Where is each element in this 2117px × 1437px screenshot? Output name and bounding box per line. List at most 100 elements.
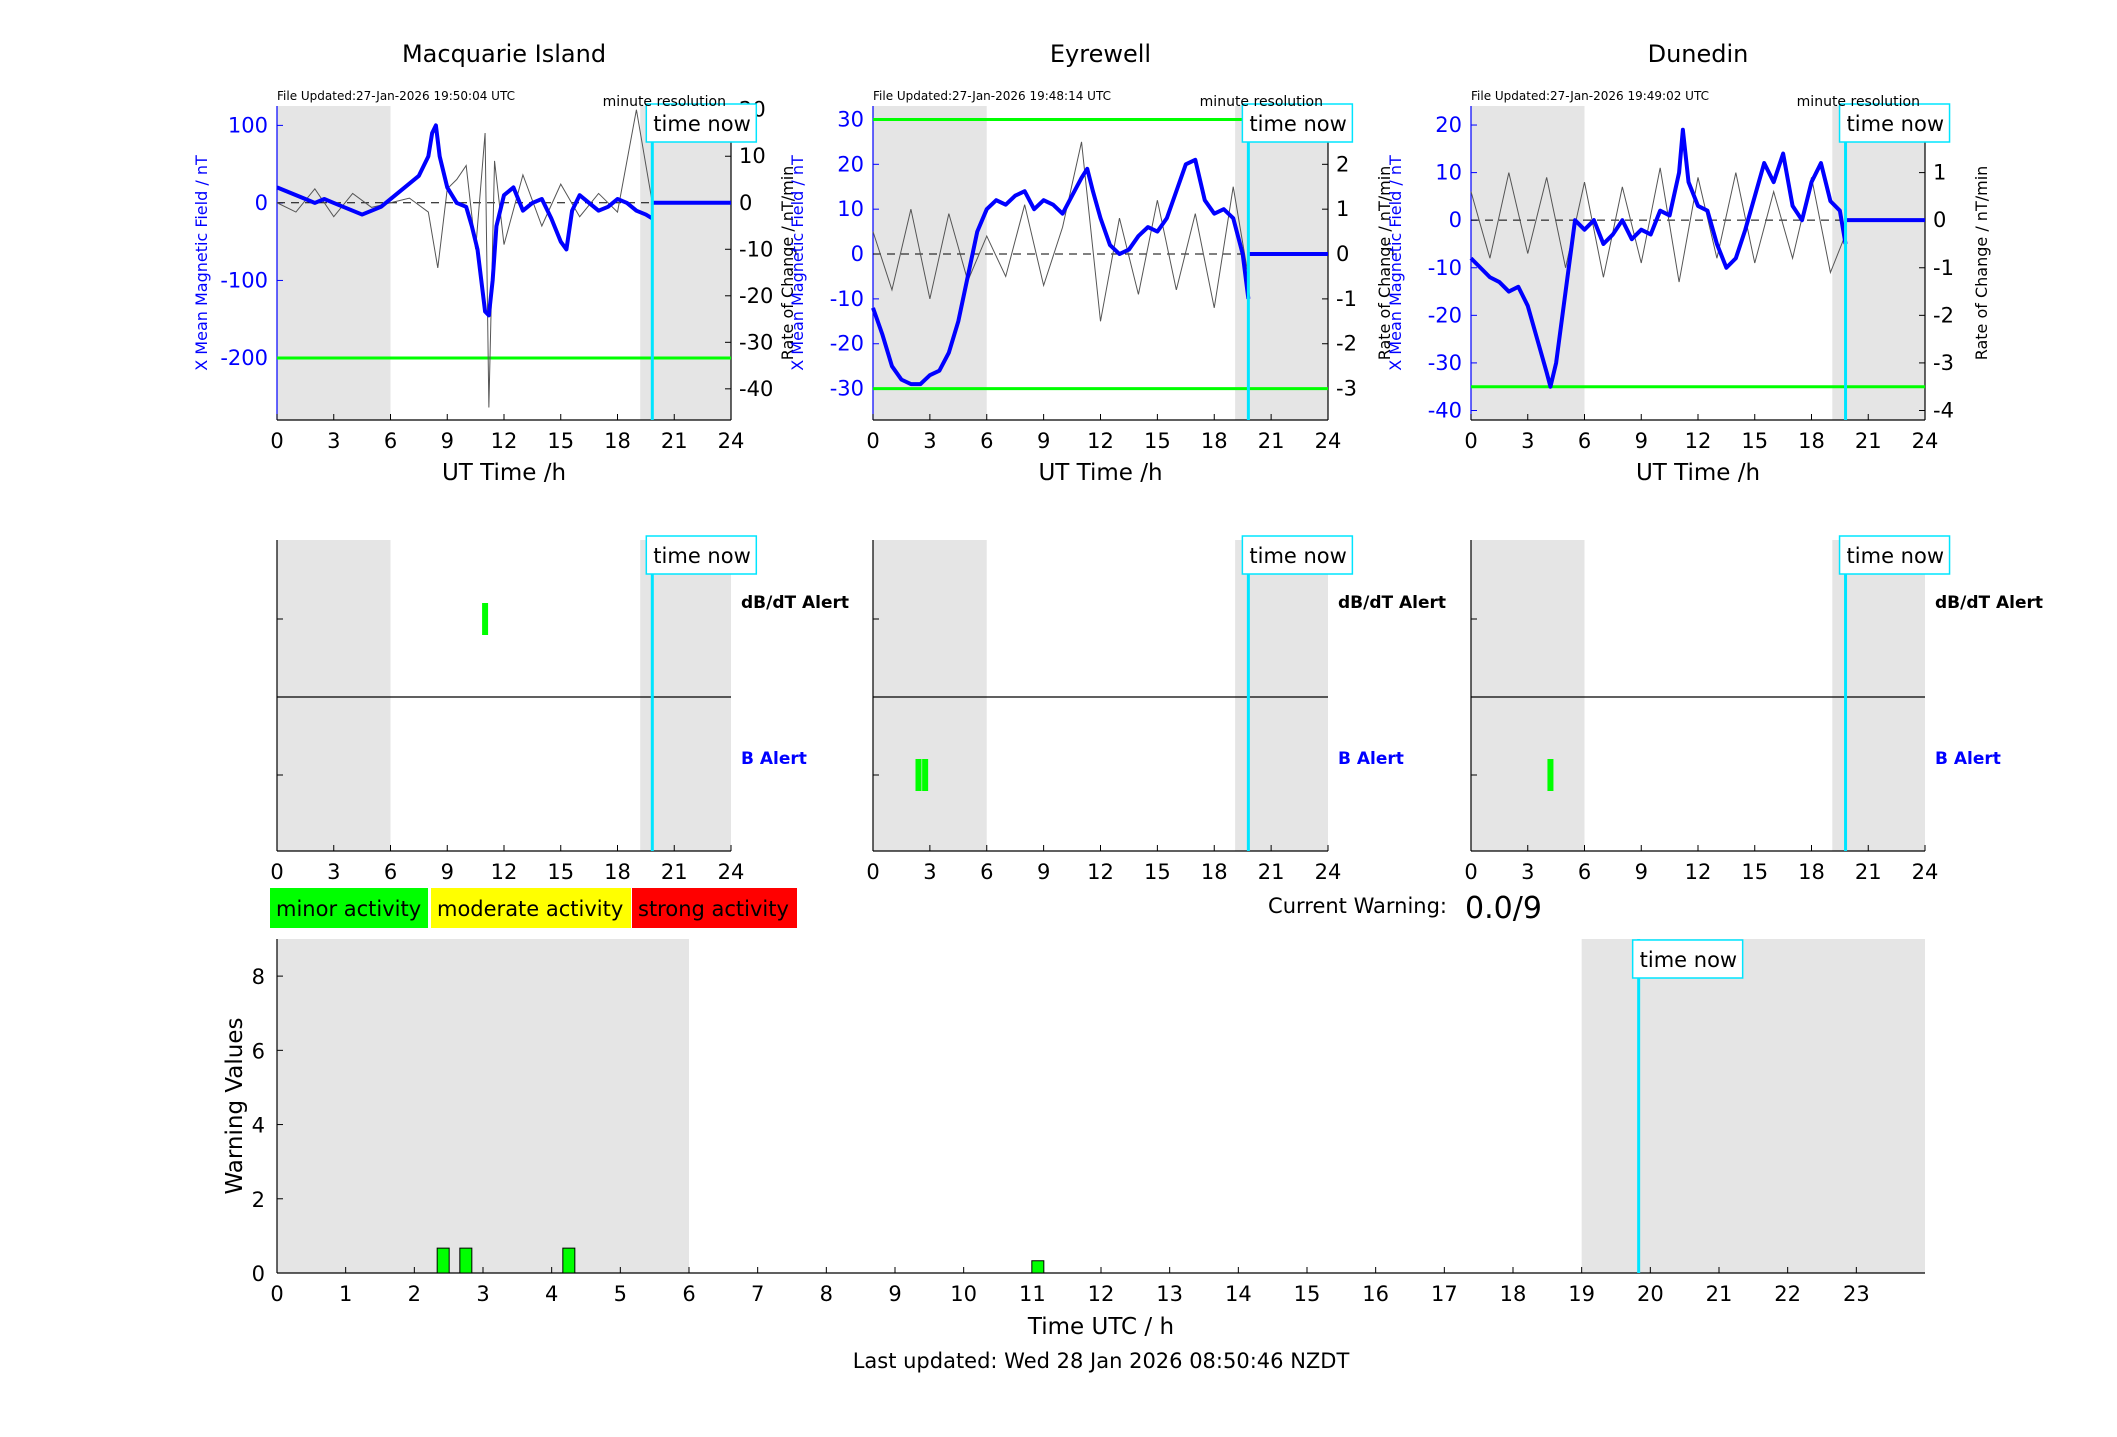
dbdt-alert-label: dB/dT Alert xyxy=(1338,593,1446,613)
x-tick-label: 6 xyxy=(682,1282,695,1306)
night-band xyxy=(1471,540,1585,851)
y-tick-label-right: 0 xyxy=(739,191,752,215)
time-now-label-box xyxy=(1838,103,1951,143)
y-tick-label-right: -1 xyxy=(1933,256,1954,280)
x-tick-label: 6 xyxy=(384,860,397,884)
dbdt-alert-mark xyxy=(482,603,489,635)
x-tick-label: 4 xyxy=(545,1282,558,1306)
night-band xyxy=(1235,540,1328,851)
x-tick-label: 2 xyxy=(408,1282,421,1306)
x-tick-label: 21 xyxy=(1258,860,1285,884)
current-warning-value: 0.0/9 xyxy=(1465,891,1542,926)
x-tick-label: 0 xyxy=(866,860,879,884)
warning-bar xyxy=(1031,1260,1045,1274)
y-tick-label-left: -30 xyxy=(830,377,864,401)
x-tick-label: 20 xyxy=(1637,1282,1664,1306)
y-axis-label-left: X Mean Magnetic Field / nT xyxy=(1386,155,1405,371)
y-tick-label-left: 20 xyxy=(1435,113,1462,137)
b-alert-label: B Alert xyxy=(741,749,807,769)
x-tick-label: 0 xyxy=(270,429,283,453)
b-alert-label: B Alert xyxy=(1338,749,1404,769)
y-tick-label-left: -200 xyxy=(220,346,268,370)
y-tick-label-right: -30 xyxy=(739,330,773,354)
warning-bar xyxy=(436,1247,450,1274)
night-band xyxy=(1832,106,1925,420)
x-tick-label: 12 xyxy=(1087,860,1114,884)
y-tick-label-right: -1 xyxy=(1336,287,1357,311)
night-band xyxy=(640,540,731,851)
dbdt-alert-label: dB/dT Alert xyxy=(1935,593,2043,613)
x-tick-label: 9 xyxy=(441,429,454,453)
time-now-label-box xyxy=(645,535,758,575)
y-tick-label-left: 30 xyxy=(837,107,864,131)
x-tick-label: 24 xyxy=(1912,860,1939,884)
y-tick-label: 6 xyxy=(252,1039,265,1063)
x-tick-label: 21 xyxy=(661,860,688,884)
y-tick-label-right: 0 xyxy=(1933,208,1946,232)
time-now-label: time now xyxy=(1640,948,1737,972)
x-tick-label: 15 xyxy=(547,860,574,884)
x-tick-label: 17 xyxy=(1431,1282,1458,1306)
x-tick-label: 10 xyxy=(950,1282,977,1306)
y-tick-label-left: -10 xyxy=(830,287,864,311)
resolution-label: minute resolution xyxy=(1797,94,1920,110)
x-tick-label: 23 xyxy=(1843,1282,1870,1306)
y-tick-label-right: -10 xyxy=(739,237,773,261)
x-tick-label: 15 xyxy=(1741,860,1768,884)
night-band xyxy=(1581,939,1925,1273)
x-tick-label: 8 xyxy=(820,1282,833,1306)
x-tick-label: 21 xyxy=(1855,429,1882,453)
x-tick-label: 6 xyxy=(1578,429,1591,453)
y-tick-label-left: 0 xyxy=(851,242,864,266)
x-tick-label: 9 xyxy=(1037,860,1050,884)
x-tick-label: 18 xyxy=(1500,1282,1527,1306)
legend-swatch xyxy=(270,888,428,928)
time-now-label: time now xyxy=(1847,112,1944,136)
time-now-label-box xyxy=(1241,535,1354,575)
x-tick-label: 24 xyxy=(1912,429,1939,453)
x-tick-label: 9 xyxy=(1635,429,1648,453)
x-tick-label: 18 xyxy=(1798,860,1825,884)
station-title: Dunedin xyxy=(1648,40,1749,68)
x-tick-label: 15 xyxy=(547,429,574,453)
time-now-label: time now xyxy=(1249,544,1346,568)
x-tick-label: 5 xyxy=(614,1282,627,1306)
x-tick-label: 15 xyxy=(1294,1282,1321,1306)
warning-bar xyxy=(562,1247,576,1274)
x-axis-label: UT Time /h xyxy=(1038,460,1162,486)
b-alert-mark xyxy=(1547,759,1554,791)
b-alert-label: B Alert xyxy=(1935,749,2001,769)
x-tick-label: 6 xyxy=(384,429,397,453)
x-axis-label: UT Time /h xyxy=(1636,460,1760,486)
x-tick-label: 12 xyxy=(1685,860,1712,884)
resolution-label: minute resolution xyxy=(603,94,726,110)
rate-series-line xyxy=(276,109,653,408)
x-tick-label: 7 xyxy=(751,1282,764,1306)
y-tick-label-right: -3 xyxy=(1933,351,1954,375)
x-tick-label: 14 xyxy=(1225,1282,1252,1306)
x-tick-label: 21 xyxy=(1706,1282,1733,1306)
file-updated: File Updated:27-Jan-2026 19:48:14 UTC xyxy=(873,89,1111,103)
y-axis-label-right: Rate of Change / nT/min xyxy=(1375,166,1394,361)
y-tick-label-left: -30 xyxy=(1428,351,1462,375)
x-tick-label: 18 xyxy=(604,860,631,884)
night-shading-layer xyxy=(277,106,1925,1273)
last-updated: Last updated: Wed 28 Jan 2026 08:50:46 N… xyxy=(853,1349,1350,1373)
y-axis-label: Warning Values xyxy=(222,1017,248,1194)
time-now-label: time now xyxy=(653,112,750,136)
x-tick-label: 12 xyxy=(491,860,518,884)
time-now-label-box xyxy=(1838,535,1951,575)
x-tick-label: 0 xyxy=(270,860,283,884)
x-tick-label: 12 xyxy=(491,429,518,453)
x-tick-label: 0 xyxy=(866,429,879,453)
y-tick-label-right: -2 xyxy=(1336,332,1357,356)
night-band xyxy=(1832,540,1925,851)
y-tick-label-left: -20 xyxy=(1428,303,1462,327)
x-tick-label: 12 xyxy=(1087,429,1114,453)
x-tick-label: 9 xyxy=(1635,860,1648,884)
y-tick-label-left: -20 xyxy=(830,332,864,356)
x-tick-label: 16 xyxy=(1362,1282,1389,1306)
legend-swatch xyxy=(431,888,631,928)
time-now-label-box xyxy=(1631,939,1744,979)
y-tick-label: 8 xyxy=(252,965,265,989)
